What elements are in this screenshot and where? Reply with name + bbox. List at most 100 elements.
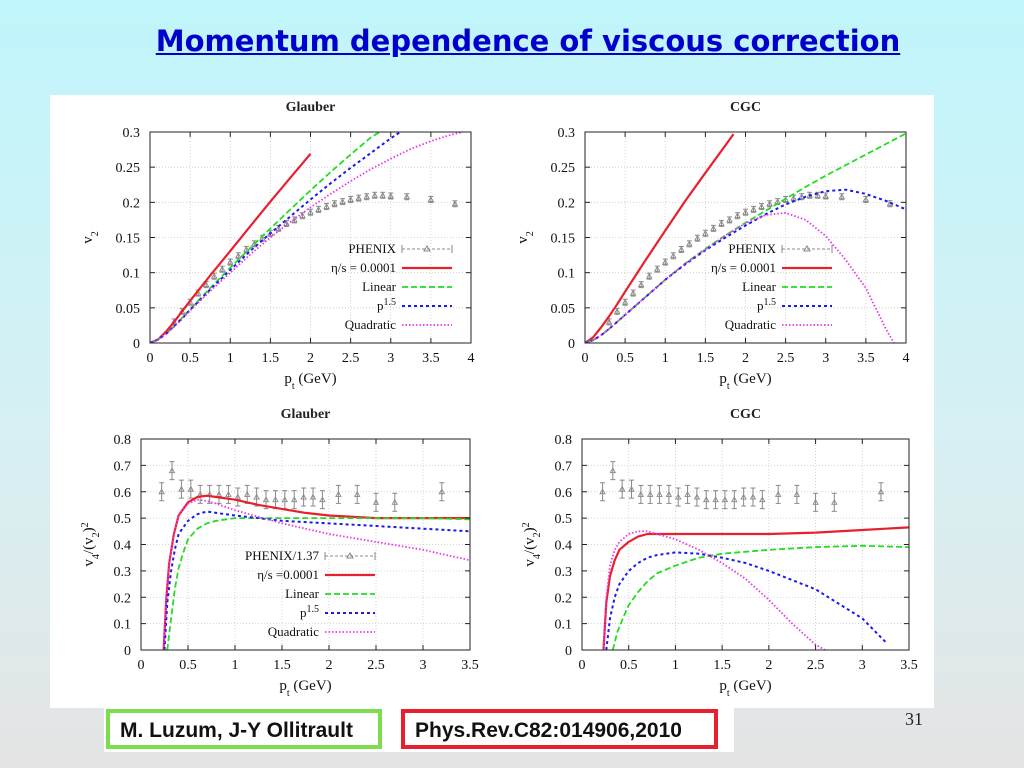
x-tick-label: 2: [742, 351, 749, 366]
data-point: [331, 200, 338, 207]
data-point: [323, 203, 330, 210]
data-point: [629, 289, 637, 296]
x-axis-label: pt​ (GeV): [719, 371, 771, 392]
x-tick-label: 1: [232, 658, 239, 673]
data-point: [262, 496, 270, 503]
data-point: [235, 252, 242, 259]
data-point: [637, 490, 645, 497]
y-tick-label: 0: [124, 644, 131, 659]
data-point: [749, 493, 757, 500]
series-line-dot: [150, 132, 464, 343]
data-point: [718, 220, 725, 226]
figure-area: 0 0.5 1 1.5 2 2.5 3 3.5 4 0 0.05 0.1 0.15 0.2 0.25 0.3 G…: [50, 95, 934, 708]
data-series-phenix: [599, 461, 885, 512]
x-tick-label: 0: [582, 351, 589, 366]
data-point: [387, 192, 395, 199]
legend-label: p1.5​: [757, 297, 776, 314]
chart-grid-svg: 0 0.5 1 1.5 2 2.5 3 3.5 4 0 0.05 0.1 0.15 0.2 0.25 0.3 G…: [80, 100, 918, 699]
data-point: [605, 318, 613, 325]
data-point: [347, 196, 354, 202]
data-point: [281, 496, 289, 503]
data-point: [790, 194, 797, 201]
y-tick-label: 0.3: [114, 565, 132, 580]
series-line-dash: [166, 517, 470, 650]
data-point: [243, 490, 251, 497]
series-line-dash: [150, 132, 382, 343]
data-point: [694, 234, 701, 241]
chart-panel-3: 0 0.5 1 1.5 2 2.5 3 3.5 0 0.1 0.2 0.3 0.4 0.5 0.6 0.7 0.…: [80, 407, 479, 699]
x-tick-label: 1: [662, 351, 669, 366]
series-line-dot: [602, 530, 826, 650]
series-line-short-dash: [150, 132, 403, 343]
y-tick-label: 0.8: [114, 433, 132, 448]
data-point: [877, 488, 885, 495]
data-point: [371, 191, 378, 198]
x-tick-label: 0.5: [616, 351, 634, 366]
y-tick-label: 0.2: [114, 591, 132, 606]
data-point: [226, 258, 234, 265]
x-tick-label: 0.5: [620, 658, 638, 673]
data-point: [299, 212, 306, 219]
legend-label: Linear: [742, 279, 777, 294]
data-point: [609, 467, 617, 474]
slide-title: Momentum dependence of viscous correctio…: [155, 24, 901, 58]
legend-label: Linear: [285, 586, 320, 601]
y-tick-label: 0.8: [555, 433, 573, 448]
data-point: [319, 496, 326, 503]
data-point: [234, 493, 242, 500]
x-tick-label: 3: [420, 658, 427, 673]
x-tick-label: 0: [138, 658, 145, 673]
legend-label: Linear: [362, 279, 397, 294]
y-tick-label: 0.15: [116, 232, 141, 247]
x-tick-label: 2: [307, 351, 314, 366]
panel-title: Glauber: [286, 100, 336, 115]
series-line-dash: [585, 132, 906, 343]
y-tick-label: 0.7: [114, 459, 132, 474]
data-point: [670, 252, 677, 259]
y-tick-label: 0.3: [123, 126, 141, 141]
x-tick-label: 0: [147, 351, 154, 366]
y-tick-label: 0.15: [551, 232, 576, 247]
legend-label: p1.5​: [377, 297, 396, 314]
data-point: [300, 493, 307, 500]
y-tick-label: 0.6: [555, 486, 573, 501]
data-point: [307, 208, 314, 215]
y-tick-label: 0.4: [555, 539, 573, 554]
data-point: [187, 485, 195, 492]
x-tick-label: 3: [387, 351, 394, 366]
data-point: [731, 496, 738, 503]
series-line-dot: [162, 498, 470, 650]
legend: PHENIX/1.37 η/s =0.0001 Linear p1.5​ Quadrat…: [245, 548, 376, 639]
x-axis-label: pt​ (GeV): [279, 678, 331, 699]
data-point: [766, 200, 773, 207]
data-point: [339, 198, 346, 205]
data-point: [653, 265, 661, 272]
series-line-solid: [602, 526, 909, 650]
chart-panel-1: 0 0.5 1 1.5 2 2.5 3 3.5 4 0 0.05 0.1 0.15 0.2 0.25 0.3 G…: [80, 100, 475, 392]
data-point: [403, 193, 411, 200]
x-tick-label: 3: [822, 351, 829, 366]
x-tick-label: 2: [765, 658, 772, 673]
data-point: [838, 193, 846, 200]
data-point: [272, 496, 279, 503]
x-tick-label: 0.5: [179, 658, 197, 673]
y-tick-label: 0.3: [555, 565, 573, 580]
data-point: [315, 205, 322, 212]
x-tick-label: 2.5: [367, 658, 385, 673]
data-point: [355, 194, 362, 201]
data-point: [684, 490, 691, 497]
y-tick-label: 0.6: [114, 486, 132, 501]
data-point: [178, 485, 185, 492]
y-axis-label: v2​: [515, 231, 536, 244]
series-line-dash: [611, 544, 909, 650]
data-point: [646, 490, 654, 497]
data-point: [759, 496, 766, 503]
x-tick-label: 3: [859, 658, 866, 673]
series-line-short-dash: [163, 510, 470, 650]
data-point: [275, 224, 282, 231]
data-point: [253, 493, 260, 500]
x-tick-label: 2.5: [807, 658, 825, 673]
x-axis-label: pt​ (GeV): [284, 371, 336, 392]
y-tick-label: 0.2: [558, 196, 576, 211]
x-tick-label: 4: [468, 351, 475, 366]
